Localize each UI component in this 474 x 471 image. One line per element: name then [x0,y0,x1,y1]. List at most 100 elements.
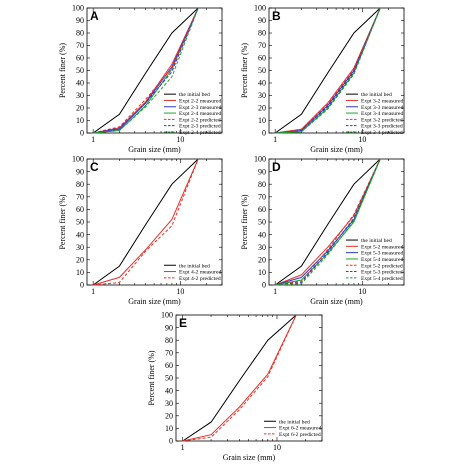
y-tick-label: 90 [258,167,266,176]
series-line-6 [275,7,381,134]
legend-label: Expt 2-2 predicted [179,117,221,123]
y-tick-label: 60 [76,54,84,63]
y-tick-label: 100 [254,155,266,164]
legend-label: Expt 3-2 measured [361,98,403,104]
series-line-1 [92,158,199,286]
x-axis-title: Grain size (mm) [310,297,363,306]
x-axis-title: Grain size (mm) [128,145,181,154]
y-tick-label: 80 [258,180,266,189]
y-tick-label: 70 [258,193,266,202]
panel-letter: B [272,9,281,23]
y-tick-label: 0 [262,281,266,290]
y-tick-label: 50 [76,66,84,75]
x-tick-label: 1 [181,443,185,452]
y-axis-title: Percent finer (%) [58,194,67,249]
y-tick-label: 30 [258,243,266,252]
legend-label: the initial bed [179,92,210,98]
y-tick-label: 0 [262,129,266,138]
series-line-5 [275,7,381,134]
series-line-1 [92,7,199,134]
legend-label: the initial bed [279,419,310,425]
y-axis-title: Percent finer (%) [147,350,156,405]
series-line-1 [274,158,381,286]
legend-label: Expt 4-2 predicted [179,276,221,282]
y-tick-label: 20 [76,256,84,265]
legend-label: Expt 2-3 predicted [179,124,221,130]
series-line-7 [93,7,199,134]
x-tick-label: 10 [273,443,281,452]
series-line-5 [93,7,199,134]
legend-label: Expt 3-4 predicted [361,130,403,136]
x-axis-title: Grain size (mm) [310,145,363,154]
legend-label: Expt 2-4 measured [179,111,221,117]
x-tick-label: 1 [91,135,95,144]
y-axis-title: Percent finer (%) [240,43,249,98]
series-line-7 [275,158,381,286]
y-tick-label: 0 [80,281,84,290]
legend-label: Expt 2-3 measured [179,105,221,111]
series-line-3 [93,158,199,286]
y-tick-label: 90 [76,167,84,176]
y-tick-label: 50 [76,218,84,227]
y-tick-label: 60 [165,361,173,370]
y-tick-label: 60 [258,54,266,63]
legend-label: Expt 6-2 measured [279,426,321,432]
y-tick-label: 90 [258,16,266,25]
legend-label: Expt 5-3 predicted [361,270,403,276]
y-axis-title: Percent finer (%) [58,43,67,98]
x-tick-label: 10 [358,287,366,296]
panel-letter: C [90,160,99,174]
y-tick-label: 100 [72,4,84,13]
legend-label: the initial bed [361,238,392,244]
series-line-6 [275,158,381,286]
x-tick-label: 1 [273,135,277,144]
series-line-6 [93,7,199,134]
y-tick-label: 50 [258,66,266,75]
x-axis-title: Grain size (mm) [223,453,276,462]
legend-label: the initial bed [179,263,210,269]
y-tick-label: 30 [165,399,173,408]
y-tick-label: 50 [258,218,266,227]
y-tick-label: 20 [258,104,266,113]
y-tick-label: 40 [165,386,173,395]
legend-label: Expt 2-2 measured [179,98,221,104]
legend-label: Expt 4-2 measured [179,270,221,276]
legend-label: Expt 3-4 measured [361,111,403,117]
legend-label: Expt 5-3 measured [361,251,403,257]
y-tick-label: 60 [258,205,266,214]
series-line-7 [275,7,381,134]
y-tick-label: 80 [76,180,84,189]
legend-label: Expt 5-4 predicted [361,276,403,282]
y-tick-label: 90 [165,323,173,332]
y-tick-label: 0 [169,437,173,446]
legend-label: Expt 5-4 measured [361,257,403,263]
legend-label: Expt 3-3 measured [361,105,403,111]
y-tick-label: 30 [76,243,84,252]
series-line-4 [275,158,381,286]
y-tick-label: 10 [258,116,266,125]
x-tick-label: 10 [176,135,184,144]
panel-letter: E [179,316,187,330]
legend-label: Expt 3-3 predicted [361,124,403,130]
y-tick-label: 40 [76,79,84,88]
y-axis-title: Percent finer (%) [240,194,249,249]
y-tick-label: 20 [165,412,173,421]
legend-label: Expt 3-2 predicted [361,117,403,123]
panel-letter: D [272,160,281,174]
y-tick-label: 100 [254,4,266,13]
y-tick-label: 10 [76,268,84,277]
panel-letter: A [90,9,99,23]
y-tick-label: 50 [165,374,173,383]
y-tick-label: 70 [165,349,173,358]
y-tick-label: 70 [258,41,266,50]
y-tick-label: 40 [258,230,266,239]
